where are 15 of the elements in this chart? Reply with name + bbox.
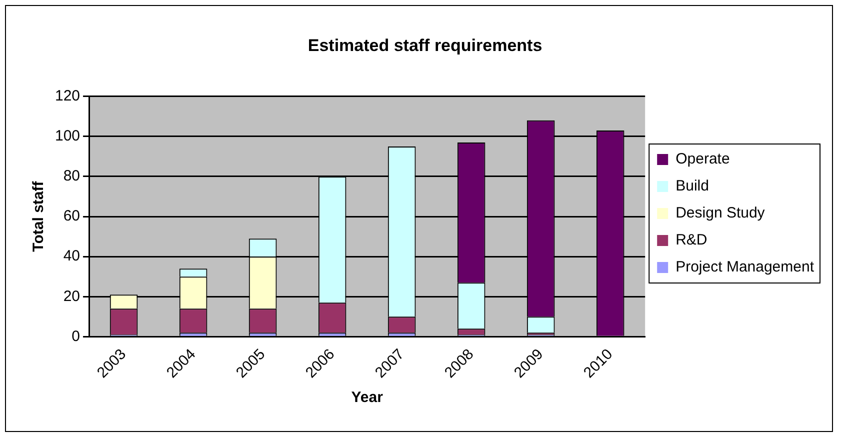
x-axis-title: Year (351, 389, 384, 406)
y-axis-title: Total staff (30, 180, 48, 252)
chart-title: Estimated staff requirements (308, 36, 542, 55)
y-tick-label: 0 (72, 328, 80, 345)
legend-label: Build (676, 178, 709, 195)
y-tick-label: 60 (63, 208, 80, 225)
y-tick-label: 40 (63, 248, 80, 265)
legend-label: Operate (676, 150, 730, 168)
legend-label: R&D (676, 232, 708, 249)
legend-label: Project Management (676, 258, 815, 276)
legend-label: Design Study (676, 204, 766, 222)
y-tick-label: 120 (54, 88, 80, 105)
y-tick-label: 20 (63, 288, 80, 305)
y-tick-label: 100 (54, 128, 80, 145)
y-tick-label: 80 (63, 168, 80, 185)
